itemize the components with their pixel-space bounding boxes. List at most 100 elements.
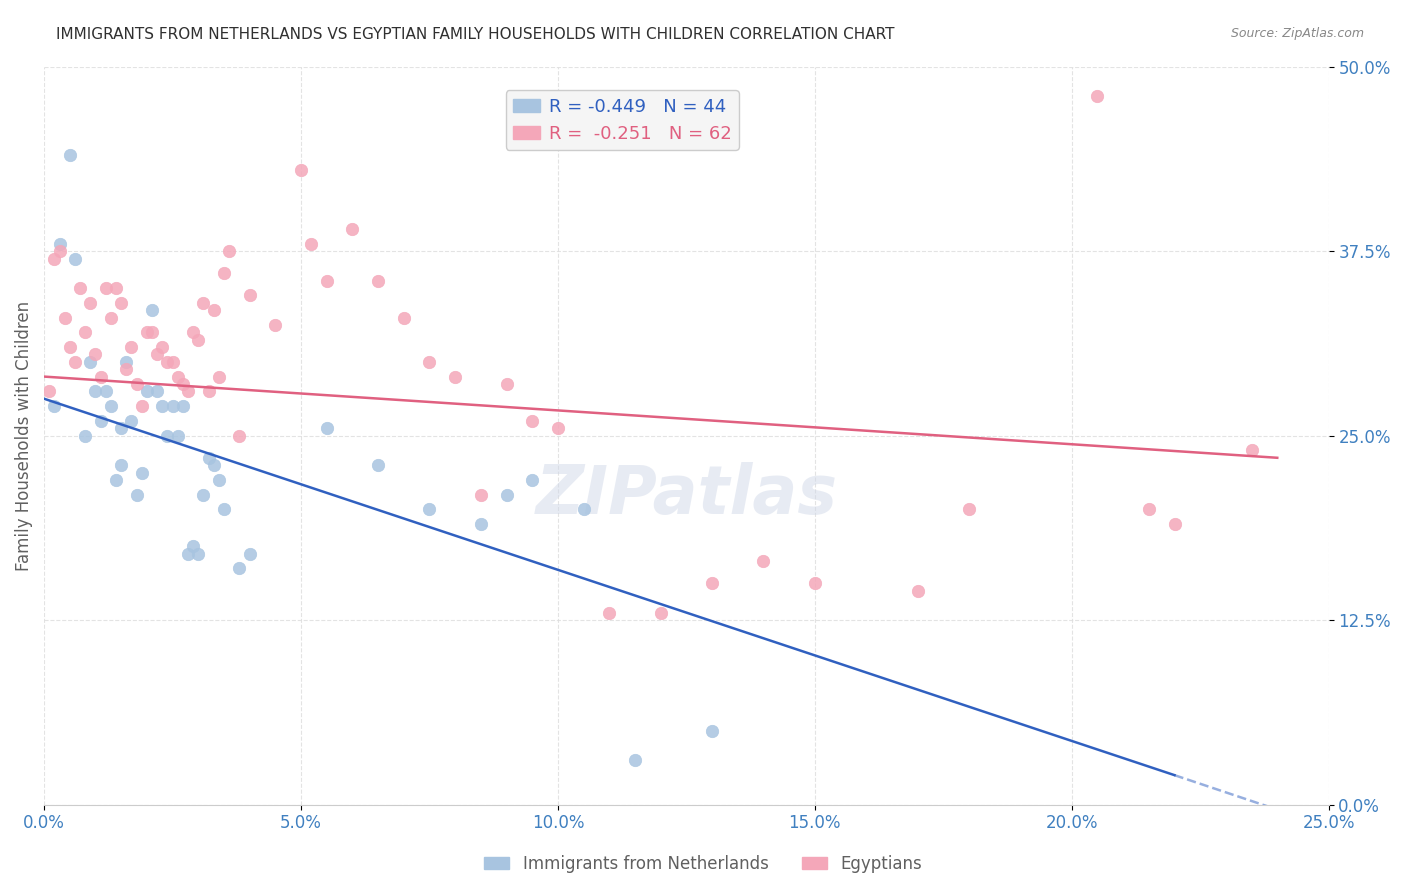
Point bbox=[208, 473, 231, 487]
Point bbox=[212, 502, 235, 516]
Point bbox=[115, 355, 138, 369]
Point bbox=[187, 333, 209, 347]
Point bbox=[342, 222, 364, 236]
Point bbox=[1137, 502, 1160, 516]
Legend: Immigrants from Netherlands, Egyptians: Immigrants from Netherlands, Egyptians bbox=[478, 848, 928, 880]
Point bbox=[146, 347, 169, 361]
Point bbox=[290, 163, 312, 178]
Point bbox=[131, 466, 153, 480]
Point bbox=[75, 428, 97, 442]
Point bbox=[125, 488, 148, 502]
Point bbox=[53, 310, 76, 325]
Point bbox=[115, 362, 138, 376]
Point bbox=[162, 399, 184, 413]
Point bbox=[572, 502, 595, 516]
Point bbox=[100, 399, 122, 413]
Point bbox=[367, 458, 389, 472]
Point bbox=[38, 384, 60, 399]
Point bbox=[187, 547, 209, 561]
Point bbox=[166, 369, 188, 384]
Point bbox=[957, 502, 980, 516]
Point bbox=[63, 252, 86, 266]
Point bbox=[59, 148, 82, 162]
Point bbox=[228, 428, 250, 442]
Point bbox=[804, 576, 827, 591]
Point bbox=[105, 473, 128, 487]
Point bbox=[156, 355, 179, 369]
Point bbox=[59, 340, 82, 354]
Legend: R = -0.449   N = 44, R =  -0.251   N = 62: R = -0.449 N = 44, R = -0.251 N = 62 bbox=[506, 90, 738, 150]
Point bbox=[75, 326, 97, 340]
Point bbox=[63, 355, 86, 369]
Point bbox=[69, 281, 91, 295]
Point bbox=[172, 399, 194, 413]
Text: Source: ZipAtlas.com: Source: ZipAtlas.com bbox=[1230, 27, 1364, 40]
Point bbox=[418, 355, 440, 369]
Point bbox=[522, 414, 544, 428]
Point bbox=[181, 540, 204, 554]
Point bbox=[239, 547, 262, 561]
Point bbox=[177, 547, 200, 561]
Point bbox=[1163, 517, 1185, 532]
Point bbox=[907, 583, 929, 598]
Point bbox=[141, 303, 163, 318]
Point bbox=[131, 399, 153, 413]
Point bbox=[141, 326, 163, 340]
Point bbox=[156, 428, 179, 442]
Point bbox=[150, 399, 173, 413]
Point bbox=[193, 488, 215, 502]
Point bbox=[177, 384, 200, 399]
Point bbox=[79, 355, 101, 369]
Point bbox=[110, 458, 132, 472]
Point bbox=[547, 421, 569, 435]
Point bbox=[522, 473, 544, 487]
Text: IMMIGRANTS FROM NETHERLANDS VS EGYPTIAN FAMILY HOUSEHOLDS WITH CHILDREN CORRELAT: IMMIGRANTS FROM NETHERLANDS VS EGYPTIAN … bbox=[56, 27, 894, 42]
Point bbox=[197, 384, 219, 399]
Point bbox=[125, 376, 148, 391]
Point bbox=[228, 561, 250, 575]
Point bbox=[48, 236, 70, 251]
Point bbox=[299, 236, 322, 251]
Point bbox=[193, 295, 215, 310]
Point bbox=[315, 274, 337, 288]
Point bbox=[94, 281, 117, 295]
Point bbox=[146, 384, 169, 399]
Point bbox=[110, 295, 132, 310]
Point bbox=[84, 347, 107, 361]
Point bbox=[181, 326, 204, 340]
Point bbox=[315, 421, 337, 435]
Y-axis label: Family Households with Children: Family Households with Children bbox=[15, 301, 32, 571]
Point bbox=[624, 753, 647, 767]
Point bbox=[367, 274, 389, 288]
Point bbox=[90, 414, 112, 428]
Point bbox=[197, 450, 219, 465]
Point bbox=[84, 384, 107, 399]
Point bbox=[218, 244, 240, 259]
Point bbox=[166, 428, 188, 442]
Point bbox=[444, 369, 467, 384]
Point bbox=[495, 488, 517, 502]
Point bbox=[162, 355, 184, 369]
Point bbox=[598, 606, 620, 620]
Point bbox=[120, 414, 142, 428]
Point bbox=[418, 502, 440, 516]
Text: ZIPatlas: ZIPatlas bbox=[536, 462, 838, 528]
Point bbox=[752, 554, 775, 568]
Point bbox=[470, 488, 492, 502]
Point bbox=[44, 399, 66, 413]
Point bbox=[105, 281, 128, 295]
Point bbox=[110, 421, 132, 435]
Point bbox=[1087, 89, 1109, 103]
Point bbox=[44, 252, 66, 266]
Point bbox=[208, 369, 231, 384]
Point bbox=[700, 723, 723, 738]
Point bbox=[90, 369, 112, 384]
Point bbox=[100, 310, 122, 325]
Point bbox=[172, 376, 194, 391]
Point bbox=[495, 376, 517, 391]
Point bbox=[79, 295, 101, 310]
Point bbox=[202, 458, 225, 472]
Point bbox=[94, 384, 117, 399]
Point bbox=[650, 606, 672, 620]
Point bbox=[202, 303, 225, 318]
